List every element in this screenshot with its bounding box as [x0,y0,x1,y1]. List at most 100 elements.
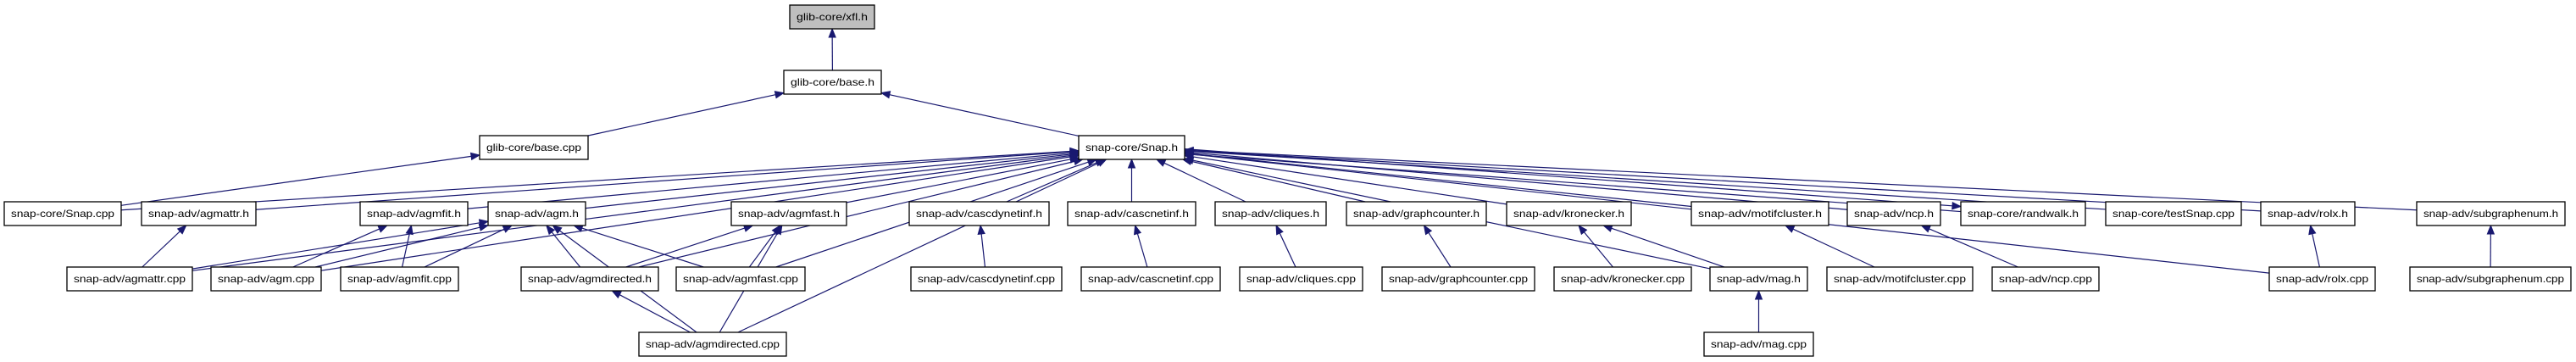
node-agmfit-h[interactable]: snap-adv/agmfit.h [359,201,469,226]
node-agm-h[interactable]: snap-adv/agm.h [487,201,586,226]
node-label: snap-adv/motifcluster.cpp [1834,273,1966,285]
edge-graphcounter_h-to-snap_h [1191,160,1366,203]
node-label: snap-adv/cascdynetinf.h [916,208,1042,220]
node-label: snap-adv/subgraphenum.cpp [2417,273,2564,285]
node-subgraphenum-cpp[interactable]: snap-adv/subgraphenum.cpp [2409,266,2572,292]
arrowhead-icon [1784,225,1796,233]
node-agmfast-cpp[interactable]: snap-adv/agmfast.cpp [675,266,806,292]
arrowhead-icon [1920,225,1932,233]
edge-cliques_h-to-snap_h [1163,162,1246,203]
node-cascnetinf-cpp[interactable]: snap-adv/cascnetinf.cpp [1080,266,1221,292]
arrowhead-icon [1754,289,1763,300]
node-rolx-h[interactable]: snap-adv/rolx.h [2260,201,2356,226]
edge-snap_cpp-to-base_cpp [120,155,472,206]
node-subgraphenum-h[interactable]: snap-adv/subgraphenum.h [2416,201,2566,226]
node-label: snap-adv/rolx.cpp [2276,273,2368,285]
node-label: snap-core/Snap.h [1085,142,1178,153]
node-box [638,331,787,357]
node-box [340,266,459,292]
node-label: snap-adv/kronecker.h [1513,208,1624,220]
node-label: snap-core/randwalk.h [1968,208,2079,220]
edge-agmfast_h-to-snap_h [846,159,1071,203]
edge-kronecker_h-to-snap_h [1192,156,1507,205]
node-label: snap-adv/subgraphenum.h [2423,208,2558,220]
node-label: snap-adv/kronecker.cpp [1561,273,1685,285]
node-box [1078,135,1185,160]
arrowhead-icon [469,152,481,161]
node-box [1553,266,1692,292]
edge-agm_cpp-to-snap_h [320,156,1071,271]
node-ncp-h[interactable]: snap-adv/ncp.h [1846,201,1941,226]
node-cascdynetinf-cpp[interactable]: snap-adv/cascdynetinf.cpp [910,266,1063,292]
node-agmattr-cpp[interactable]: snap-adv/agmattr.cpp [66,266,193,292]
arrowhead-icon [176,225,187,235]
node-graphcounter-h[interactable]: snap-adv/graphcounter.h [1346,201,1487,226]
node-agmdirected-cpp[interactable]: snap-adv/agmdirected.cpp [638,331,787,357]
node-cascdynetinf-h[interactable]: snap-adv/cascdynetinf.h [908,201,1050,226]
node-label: snap-adv/mag.cpp [1711,338,1807,350]
edge-agmdirected_h-to-agmfast_h [625,227,745,268]
edge-agmdirected_cpp-to-snap_h [737,162,1099,333]
edge-motifcluster_cpp-to-motifcluster_h [1792,228,1875,268]
node-mag-h[interactable]: snap-adv/mag.h [1709,266,1808,292]
node-agm-cpp[interactable]: snap-adv/agm.cpp [210,266,322,292]
node-label: snap-adv/cascdynetinf.cpp [918,273,1055,285]
node-motifcluster-cpp[interactable]: snap-adv/motifcluster.cpp [1826,266,1974,292]
node-box [1703,331,1814,357]
node-label: snap-adv/ncp.cpp [1999,273,2092,285]
node-ncp-cpp[interactable]: snap-adv/ncp.cpp [1991,266,2100,292]
arrowhead-icon [2486,224,2496,235]
node-label: glib-core/base.h [791,76,874,88]
node-box [1067,201,1196,226]
node-box [66,266,193,292]
node-kronecker-cpp[interactable]: snap-adv/kronecker.cpp [1553,266,1692,292]
node-cascnetinf-h[interactable]: snap-adv/cascnetinf.h [1067,201,1196,226]
edge-graphcounter_cpp-to-graphcounter_h [1428,232,1452,268]
node-cliques-cpp[interactable]: snap-adv/cliques.cpp [1239,266,1363,292]
node-kronecker-h[interactable]: snap-adv/kronecker.h [1506,201,1632,226]
node-randwalk-h[interactable]: snap-core/randwalk.h [1960,201,2086,226]
node-agmfit-cpp[interactable]: snap-adv/agmfit.cpp [340,266,459,292]
node-snap-cpp[interactable]: snap-core/Snap.cpp [3,201,122,226]
node-box [2105,201,2242,226]
node-label: snap-adv/graphcounter.cpp [1389,273,1528,285]
edge-subgraphenum_h-to-snap_h [1192,149,2418,211]
arrowhead-icon [546,224,556,236]
node-label: snap-adv/agmattr.cpp [74,273,186,285]
node-mag-cpp[interactable]: snap-adv/mag.cpp [1703,331,1814,357]
node-base-cpp[interactable]: glib-core/base.cpp [479,135,589,160]
node-box [479,135,589,160]
edge-mag_h-to-kronecker_h [1611,227,1724,268]
node-box [520,266,659,292]
node-testsnap-cpp[interactable]: snap-core/testSnap.cpp [2105,201,2242,226]
arrowhead-icon [611,290,622,299]
edge-agmattr_cpp-to-agmattr_h [142,231,180,268]
edge-snap_cpp-to-snap_h [120,150,1071,211]
node-box [1239,266,1363,292]
node-motifcluster-h[interactable]: snap-adv/motifcluster.h [1690,201,1829,226]
edge-cascnetinf_cpp-to-cascnetinf_h [1136,233,1148,268]
node-agmfast-h[interactable]: snap-adv/agmfast.h [730,201,847,226]
node-box [1214,201,1327,226]
edge-agm_cpp-to-agm_h [314,226,480,268]
arrowhead-icon [1275,224,1284,236]
node-box [487,201,586,226]
node-snap-h[interactable]: snap-core/Snap.h [1078,135,1185,160]
node-label: snap-adv/agmfast.cpp [683,273,798,285]
node-label: snap-adv/agmfit.cpp [347,273,452,285]
arrowhead-icon [1183,156,1195,164]
edge-rolx_h-to-snap_h [1192,150,2262,212]
node-graphcounter-cpp[interactable]: snap-adv/graphcounter.cpp [1381,266,1535,292]
edge-randwalk_h-to-snap_h [1192,153,1962,213]
node-agmdirected-h[interactable]: snap-adv/agmdirected.h [520,266,659,292]
edge-motifcluster_h-to-snap_h [1192,153,1692,208]
edge-agmfit_cpp-to-agm_h [424,228,505,268]
node-rolx-cpp[interactable]: snap-adv/rolx.cpp [2268,266,2376,292]
edge-agmdirected_cpp-to-agmdirected_h [619,294,691,333]
node-cliques-h[interactable]: snap-adv/cliques.h [1214,201,1327,226]
node-label: snap-adv/cascnetinf.cpp [1088,273,1213,285]
edge-agmfast_cpp-to-agmfast_h [748,231,776,268]
node-agmattr-h[interactable]: snap-adv/agmattr.h [141,201,257,226]
node-base-h[interactable]: glib-core/base.h [783,70,882,95]
node-label: snap-adv/mag.h [1717,273,1801,285]
